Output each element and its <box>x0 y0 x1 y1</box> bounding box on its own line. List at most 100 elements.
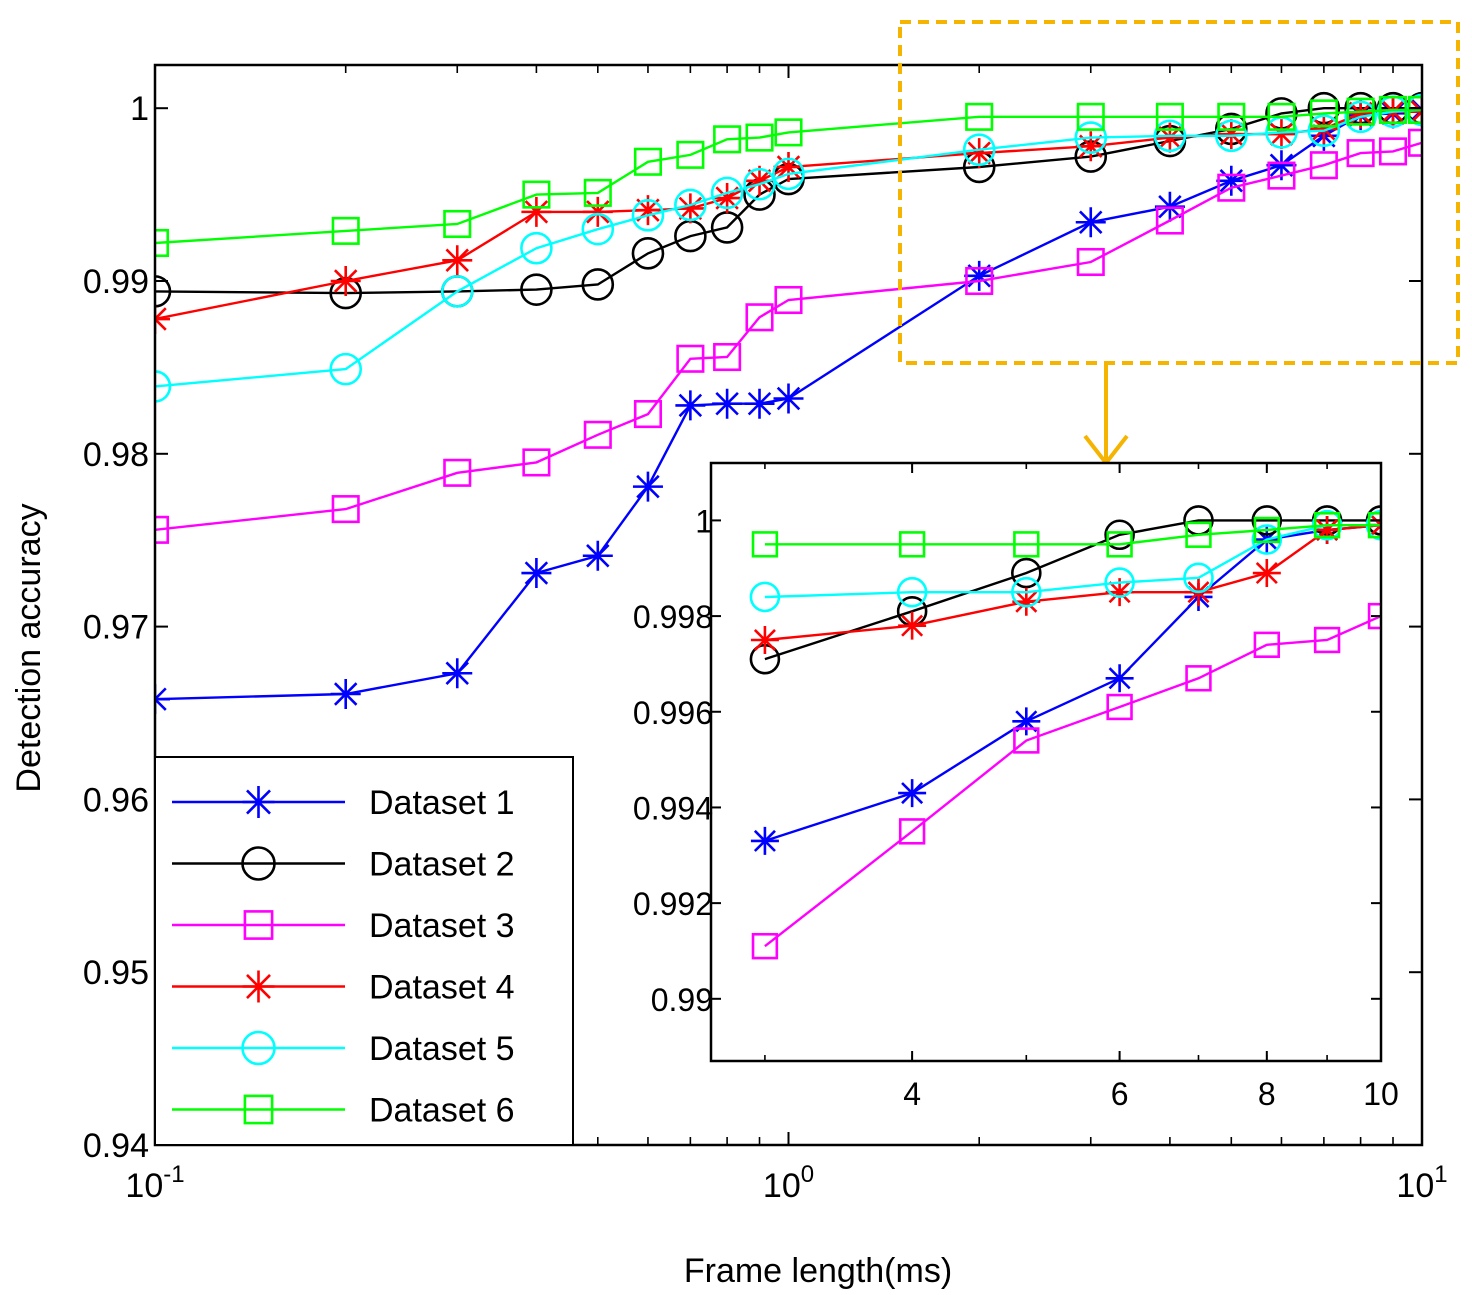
main-x-tick-label: 10-1 <box>125 1161 184 1205</box>
main-series-6-point <box>1076 102 1105 131</box>
main-series-1-point <box>521 558 552 589</box>
x-axis-label: Frame length(ms) <box>684 1252 952 1290</box>
main-series-4-point <box>521 196 552 227</box>
main-series-4-point <box>1308 113 1339 144</box>
main-series-5-line <box>155 108 1422 388</box>
main-series-1-point <box>442 658 473 689</box>
inset-series-4-point <box>1105 578 1134 607</box>
inset-y-tick-label: 0.994 <box>633 790 713 826</box>
main-series-1-point <box>1266 150 1297 181</box>
main-series-3-point <box>965 266 994 296</box>
main-series-4-point <box>675 193 706 224</box>
main-series-5-point <box>1153 119 1187 153</box>
inset-y-tick-label: 0.99 <box>651 982 713 1018</box>
main-series-5-point <box>1344 100 1377 134</box>
main-series-5-point <box>155 370 172 403</box>
inset-series-3 <box>751 602 1381 960</box>
main-y-ticks: 0.94 0.95 0.96 0.97 0.98 0.99 1 <box>83 90 1422 1165</box>
main-series-6-point <box>1407 95 1422 124</box>
inset-series-5-point <box>1183 562 1214 594</box>
main-series-6-point <box>1155 102 1184 131</box>
inset-plot-area <box>711 463 1381 1061</box>
legend-marker <box>243 1094 274 1125</box>
legend-marker <box>243 910 274 940</box>
inset-series-4-point <box>1313 515 1342 544</box>
legend-label: Dataset 1 <box>369 784 515 822</box>
main-series-3-point <box>1076 247 1105 277</box>
main-y-tick-label: 1 <box>130 90 149 128</box>
inset-x-tick-label: 8 <box>1258 1076 1276 1112</box>
inset-series-3-point <box>1253 631 1281 658</box>
inset-series-3-point <box>898 818 926 845</box>
inset-x-tick-label: 10 <box>1363 1076 1399 1112</box>
main-x-tick-label: 101 <box>1396 1161 1447 1205</box>
main-series-4 <box>155 96 1422 335</box>
main-y-tick-label: 0.94 <box>83 1127 149 1165</box>
inset-series-1-point <box>898 779 927 808</box>
inset-series-6-point <box>1106 531 1133 558</box>
inset-series-4-point <box>1252 559 1281 588</box>
legend-marker <box>242 786 275 818</box>
main-series-4-point <box>632 195 663 226</box>
inset-x-ticks: 4 6 8 10 <box>764 463 1399 1112</box>
inset-series-1-point <box>750 826 779 855</box>
main-series-5-point <box>440 275 474 308</box>
legend-entry-2: Dataset 2 <box>172 846 515 884</box>
main-lines <box>155 91 1422 715</box>
main-series-5-point <box>1074 121 1108 154</box>
main-y-tick-label: 0.98 <box>83 436 149 474</box>
main-series-5-point <box>772 157 805 191</box>
inset-series-5 <box>749 509 1381 613</box>
main-series-6-point <box>1309 99 1338 128</box>
main-series-3-point <box>1309 151 1338 180</box>
main-series-3-line <box>155 141 1422 531</box>
inset-series-3-point <box>1013 727 1040 754</box>
main-series-1-point <box>330 678 361 709</box>
main-series-3-point <box>745 303 774 332</box>
main-series-2-point <box>155 275 172 308</box>
inset-series-6-point <box>751 531 779 558</box>
legend: Dataset 1 Dataset 2 Dataset 3 Dataset 4 Data… <box>154 756 574 1146</box>
main-series-5-point <box>520 231 553 265</box>
y-axis-label: Detection accuracy <box>10 503 48 792</box>
main-series-3-point <box>331 495 360 524</box>
legend-entry-5: Dataset 5 <box>172 1030 515 1068</box>
inset-series-5-point <box>749 581 781 613</box>
main-series-6-point <box>774 118 803 147</box>
main-x-ticks: 10-1 100 101 <box>125 65 1448 1205</box>
main-y-tick-label: 0.95 <box>83 954 149 992</box>
inset-series-3-point <box>1106 693 1133 721</box>
legend-label: Dataset 2 <box>369 846 515 884</box>
inset-series-5-point <box>1104 567 1135 598</box>
inset-y-ticks: 0.99 0.992 0.994 0.996 0.998 1 <box>633 503 1381 1018</box>
main-series-6-point <box>443 209 472 239</box>
inset-series-5-point <box>1251 524 1283 555</box>
main-series-6-point <box>1267 102 1296 131</box>
main-series-3-point <box>713 342 742 372</box>
legend-label: Dataset 4 <box>369 969 515 1007</box>
inset-series-2-point <box>1011 557 1042 589</box>
main-series-3-point <box>1217 173 1246 202</box>
inset-series-1-point <box>1012 707 1041 736</box>
main-series-6-point <box>1217 102 1246 131</box>
main-y-tick-label: 0.97 <box>83 609 149 647</box>
main-series-1-point <box>773 383 804 414</box>
main-series-3-point <box>1407 128 1422 157</box>
main-series-5-point <box>674 188 707 222</box>
main-series-3-point <box>676 344 705 373</box>
main-series-4-point <box>442 245 473 276</box>
main-series-2-point <box>520 273 553 306</box>
main-series-3-point <box>633 400 663 429</box>
inset-series-4-point <box>898 611 927 640</box>
inset-series-6-point <box>1313 511 1341 539</box>
legend-label: Dataset 6 <box>369 1092 515 1130</box>
main-series-4-point <box>330 266 361 296</box>
inset-series-6-point <box>1185 521 1212 548</box>
main-y-tick-label: 0.99 <box>83 263 149 301</box>
main-series-6 <box>155 95 1422 258</box>
main-series-3-point <box>1267 161 1296 190</box>
main-series-6-point <box>713 125 742 154</box>
legend-label: Dataset 5 <box>369 1030 515 1068</box>
main-y-tick-label: 0.96 <box>83 781 149 819</box>
main-series-5-point <box>631 199 665 232</box>
